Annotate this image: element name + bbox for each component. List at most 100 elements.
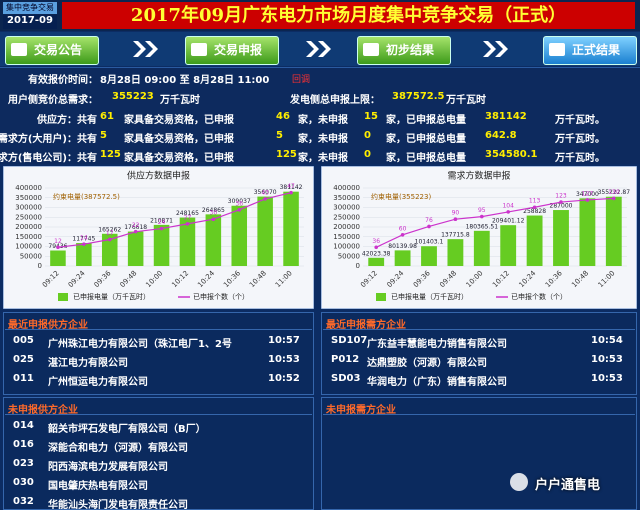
point	[263, 197, 267, 201]
point	[400, 233, 405, 237]
bar-label: 209401.12	[492, 218, 525, 225]
bar	[368, 257, 385, 266]
legend-label: 已申报电量（万千瓦时）	[391, 292, 468, 301]
code: 023	[13, 458, 34, 469]
nav-arrows	[133, 41, 508, 57]
bar-label: 180365.51	[466, 223, 499, 230]
point	[585, 198, 590, 202]
bar	[101, 233, 118, 266]
point-label: 90	[452, 210, 460, 217]
point	[159, 226, 164, 231]
count: 15	[364, 111, 378, 122]
bar	[579, 198, 596, 266]
bar-label: 264865	[202, 207, 225, 214]
company: 国电肇庆热电有限公司	[48, 481, 148, 492]
nav-button[interactable]: 初步结果	[357, 36, 451, 65]
code: SD107	[331, 335, 368, 346]
point	[506, 210, 510, 214]
row-label: 需求方(售电公司)：共有	[0, 153, 97, 164]
point	[211, 217, 216, 221]
point	[107, 237, 112, 242]
bar-label: 356070	[254, 189, 277, 196]
label: 发电侧总申报上限：	[290, 95, 380, 106]
text: 家，已申报总电量	[386, 134, 466, 145]
point-label: 95	[478, 207, 486, 214]
point	[612, 196, 616, 201]
bar	[231, 205, 248, 266]
company: 华润电力（广东）销售有限公司	[367, 377, 507, 388]
arrow	[306, 41, 331, 57]
unit: 万千瓦时。	[555, 134, 605, 145]
company: 深能合和电力（河源）有限公司	[48, 443, 188, 454]
nav-button[interactable]: 交易公告	[5, 36, 99, 65]
point-label: 127	[582, 190, 594, 197]
annotation: 约束电量(387572.5)	[53, 192, 120, 201]
y-tick-label: 150000	[333, 233, 360, 241]
row-label: 供应方：共有	[37, 115, 97, 126]
point	[82, 242, 86, 246]
y-tick-label: 0	[38, 262, 42, 270]
count: 0	[364, 130, 371, 141]
bar-label: 210871	[150, 217, 173, 224]
bar	[257, 196, 273, 266]
point	[480, 214, 484, 219]
bar-label: 137715.8	[441, 232, 470, 239]
bar	[553, 210, 569, 266]
unit: 万千瓦时	[160, 95, 200, 106]
y-tick-label: 100000	[15, 243, 42, 251]
info-panel	[0, 67, 640, 164]
point	[185, 222, 190, 226]
y-tick-label: 300000	[15, 204, 42, 212]
bar-label: 176618	[124, 224, 147, 231]
time: 10:54	[591, 335, 623, 346]
bar	[473, 230, 490, 266]
point	[133, 229, 138, 234]
point	[559, 200, 563, 204]
list-title: 最近申报供方企业	[8, 320, 88, 331]
point	[427, 224, 431, 229]
line	[375, 197, 614, 248]
point-label: 113	[529, 198, 541, 205]
point-label: 36	[372, 238, 380, 245]
nav-bar	[0, 32, 640, 66]
count: 5	[100, 130, 107, 141]
bar	[421, 246, 437, 266]
chart-title: 需求方数据申报	[447, 170, 510, 182]
divider	[323, 329, 635, 330]
row-label: 需求方(大用户)：共有	[0, 134, 97, 145]
bar-label: 42023.38	[362, 250, 391, 257]
y-tick-label: 150000	[15, 233, 42, 241]
point	[289, 190, 293, 195]
legend-label: 已申报个数（个）	[193, 292, 249, 301]
watermark: 户户通售电	[535, 478, 601, 493]
point	[237, 208, 242, 212]
company: 广州恒运电力有限公司	[48, 377, 148, 388]
bar-label: 347000	[576, 191, 599, 198]
code: 014	[13, 420, 34, 431]
list-panel	[3, 312, 314, 395]
label: 用户侧竞价总需求：	[8, 95, 98, 106]
list-panel	[321, 312, 637, 395]
badge: 集中竞争交易	[3, 2, 57, 14]
bar	[76, 243, 92, 266]
y-tick-label: 250000	[15, 213, 42, 221]
code: P012	[331, 354, 360, 365]
count: 5	[276, 130, 283, 141]
text: 家具备交易资格，已申报	[124, 115, 234, 126]
point-label: 123	[555, 193, 567, 200]
y-tick-label: 250000	[333, 213, 360, 221]
y-tick-label: 400000	[15, 184, 42, 192]
volume: 354580.1	[485, 149, 538, 160]
count: 125	[100, 149, 121, 160]
code: 011	[13, 373, 34, 384]
text: 家，已申报总电量	[386, 115, 466, 126]
bar	[394, 250, 411, 266]
volume: 381142	[485, 111, 527, 122]
unit: 万千瓦时。	[555, 153, 605, 164]
bar	[50, 250, 66, 266]
nav-icon	[11, 43, 27, 56]
bar	[283, 191, 299, 266]
count: 0	[364, 149, 371, 160]
code: 016	[13, 439, 34, 450]
